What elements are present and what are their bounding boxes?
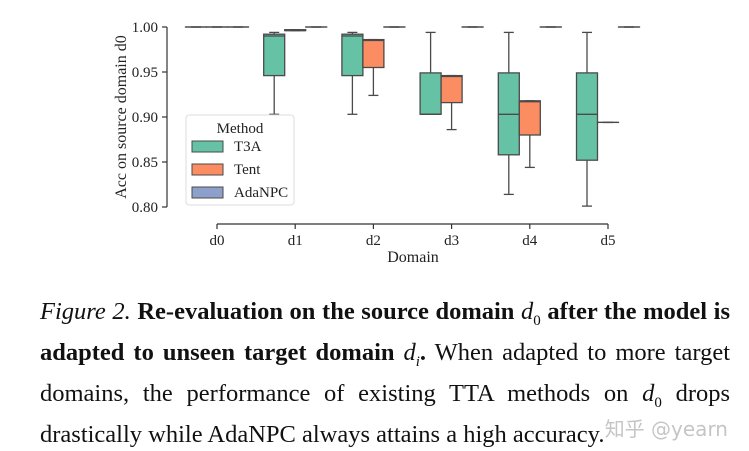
y-tick-label: 0.85 <box>132 155 158 171</box>
legend-label-adanpc: AdaNPC <box>234 185 288 201</box>
box-body <box>363 40 384 68</box>
box-body <box>577 73 598 160</box>
legend-swatch-tent <box>192 164 223 175</box>
legend-label-t3a: T3A <box>234 139 262 155</box>
legend-swatch-t3a <box>192 141 223 152</box>
y-tick-label: 0.80 <box>132 200 158 216</box>
caption-bold-1: Re-evaluation on the source domain <box>137 298 514 325</box>
legend: Method T3A Tent AdaNPC <box>186 115 294 205</box>
watermark: 知乎 @yearn <box>605 413 728 445</box>
x-tick-label: d2 <box>366 233 381 249</box>
y-tick-label: 0.95 <box>132 65 158 81</box>
x-tick-label: d5 <box>601 233 616 249</box>
x-tick-label: d1 <box>288 233 303 249</box>
y-axis: 0.80 0.85 0.90 0.95 1.00 <box>132 20 167 216</box>
box-tent-d3 <box>441 76 462 130</box>
box-body <box>519 101 540 135</box>
x-tick-label: d0 <box>210 233 225 249</box>
box-plot-chart: 0.80 0.85 0.90 0.95 1.00 d0 d1 d2 d3 d4 d5 Method… <box>0 0 749 290</box>
box-t3a-d5 <box>577 32 598 206</box>
math-d0: d0 <box>521 298 541 325</box>
legend-title: Method <box>217 121 264 137</box>
box-t3a-d3 <box>420 32 441 114</box>
x-tick-label: d4 <box>522 233 538 249</box>
figure-label: Figure 2. <box>40 298 131 325</box>
figure-caption: Figure 2. Re-evaluation on the source do… <box>40 296 730 451</box>
x-axis-label: Domain <box>387 249 439 266</box>
box-tent-d1 <box>285 30 306 31</box>
box-t3a-d1 <box>264 32 285 114</box>
x-tick-label: d3 <box>444 233 459 249</box>
box-tent-d2 <box>363 40 384 96</box>
box-t3a-d4 <box>498 32 519 194</box>
math-d0-2: d0 <box>642 380 662 407</box>
y-tick-label: 1.00 <box>132 20 158 36</box>
box-body <box>420 73 441 114</box>
box-tent-d4 <box>519 101 540 168</box>
x-axis: d0 d1 d2 d3 d4 d5 <box>210 224 616 249</box>
y-tick-label: 0.90 <box>132 110 158 126</box>
legend-label-tent: Tent <box>234 162 261 178</box>
box-t3a-d2 <box>342 32 363 114</box>
y-axis-label: Acc on source domain d0 <box>113 35 130 199</box>
legend-swatch-adanpc <box>192 187 223 198</box>
math-di: di <box>404 339 420 366</box>
box-body <box>441 76 462 103</box>
box-body <box>264 34 285 75</box>
box-body <box>342 34 363 75</box>
